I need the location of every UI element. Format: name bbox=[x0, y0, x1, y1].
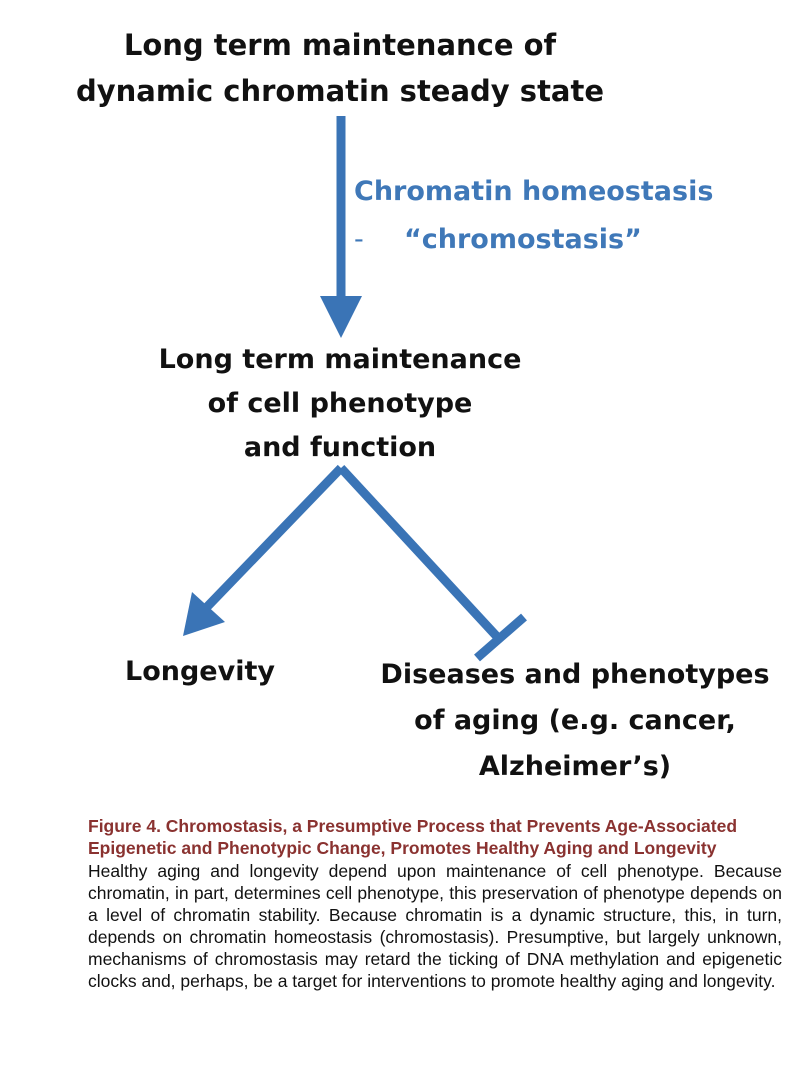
arrow-longevity-shaft bbox=[202, 464, 345, 612]
caption-title: Figure 4. Chromostasis, a Presumptive Pr… bbox=[88, 816, 738, 858]
node-diseases-of-aging: Diseases and phenotypes of aging (e.g. c… bbox=[370, 652, 780, 790]
node-line: Longevity bbox=[125, 656, 275, 687]
node-cell-phenotype: Long term maintenance of cell phenotype … bbox=[120, 338, 560, 470]
arrow-homeostasis-head bbox=[320, 296, 362, 338]
node-line: dynamic chromatin steady state bbox=[75, 74, 605, 108]
edge-label-line2: - “chromostasis” bbox=[354, 216, 713, 264]
edge-label-chromostasis: Chromatin homeostasis - “chromostasis” bbox=[354, 168, 713, 264]
inhibition-diseases-shaft bbox=[337, 464, 505, 645]
node-line: Long term maintenance of bbox=[123, 28, 557, 62]
edge-label-dash: - bbox=[354, 224, 364, 255]
arrow-longevity-head bbox=[183, 592, 225, 636]
node-line: of cell phenotype bbox=[207, 388, 473, 419]
node-line: and function bbox=[243, 432, 437, 463]
node-line: Alzheimer’s) bbox=[478, 751, 672, 782]
node-line: of aging (e.g. cancer, bbox=[414, 705, 736, 736]
node-longevity: Longevity bbox=[100, 652, 300, 692]
node-line: Long term maintenance bbox=[158, 344, 522, 375]
node-line: Diseases and phenotypes bbox=[380, 659, 770, 690]
edge-label-line1: Chromatin homeostasis bbox=[354, 176, 714, 207]
edge-label-term: “chromostasis” bbox=[404, 224, 642, 255]
diagram-arrows bbox=[183, 116, 527, 662]
node-chromatin-steady-state: Long term maintenance of dynamic chromat… bbox=[40, 22, 640, 114]
inhibition-diseases-bar bbox=[474, 613, 527, 662]
figure-caption: Figure 4. Chromostasis, a Presumptive Pr… bbox=[88, 815, 782, 992]
caption-body: Healthy aging and longevity depend upon … bbox=[88, 861, 782, 991]
